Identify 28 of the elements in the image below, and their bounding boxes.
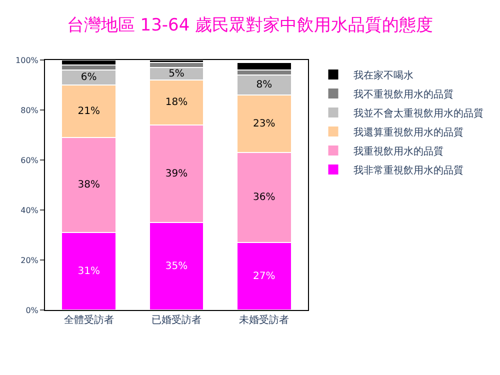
data-label: 36% <box>253 192 276 203</box>
x-tick-label: 未婚受訪者 <box>239 314 290 326</box>
y-tick-label: 80% <box>20 106 39 115</box>
legend-label: 我並不會太重視飲用水的品質 <box>353 107 484 120</box>
y-tick-label: 20% <box>20 256 39 265</box>
data-label: 35% <box>165 260 188 272</box>
y-tick-label: 0% <box>26 306 39 315</box>
legend-label: 我不重視飲用水的品質 <box>353 88 454 100</box>
legend-label: 我還算重視飲用水的品質 <box>353 126 464 138</box>
data-label: 18% <box>165 97 188 108</box>
legend-label: 我在家不喝水 <box>353 69 414 82</box>
y-tick-label: 40% <box>20 206 39 215</box>
data-label: 23% <box>253 118 276 130</box>
x-tick-label: 全體受訪者 <box>64 314 114 326</box>
chart-title: 台灣地區 13-64 歲民眾對家中飲用水品質的態度 <box>66 16 434 36</box>
legend-label: 我非常重視飲用水的品質 <box>353 164 464 176</box>
y-tick-label: 100% <box>16 56 39 65</box>
x-tick-label: 已婚受訪者 <box>152 314 202 326</box>
data-label: 38% <box>78 180 100 190</box>
data-label: 6% <box>80 72 97 83</box>
data-label: 31% <box>78 266 100 277</box>
data-label: 27% <box>253 270 276 282</box>
data-label: 8% <box>256 80 272 90</box>
data-label: 21% <box>78 106 100 117</box>
data-label: 39% <box>165 168 188 180</box>
data-label: 5% <box>168 68 184 80</box>
y-tick-label: 60% <box>20 156 39 165</box>
legend-label: 我重視飲用水的品質 <box>353 145 444 158</box>
